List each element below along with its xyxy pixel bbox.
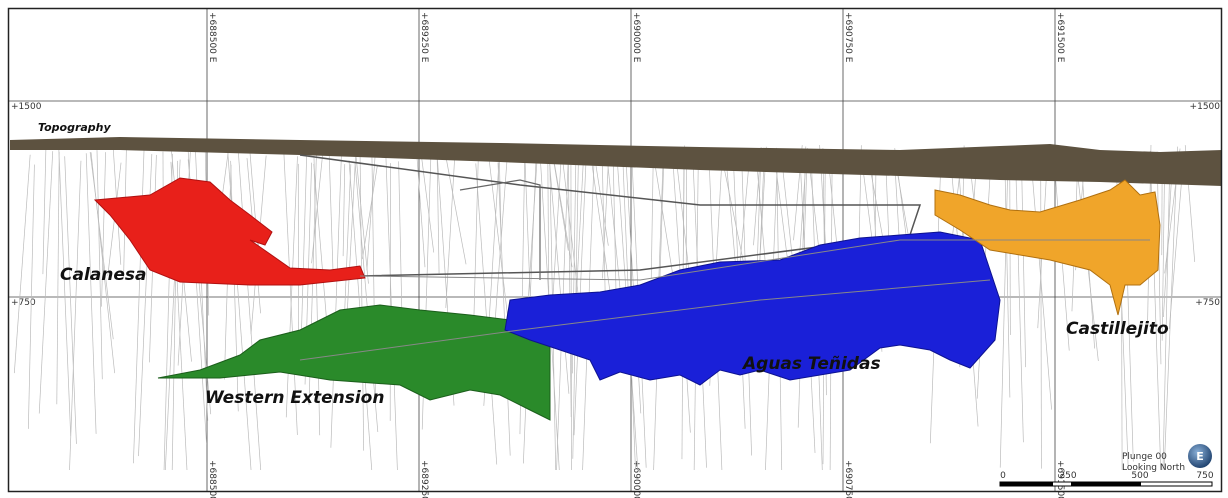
scale-label: 750 [1196, 471, 1213, 481]
easting-label: +690750 E [843, 12, 853, 63]
easting-label: +688500 E [207, 460, 217, 498]
scale-label: 0 [1000, 471, 1006, 481]
scale-segment [1000, 482, 1053, 486]
topography-label: Topography [38, 121, 112, 134]
easting-label: +691500 E [1055, 12, 1065, 63]
elevation-label: +750 [1195, 298, 1220, 308]
compass-label: E [1196, 450, 1204, 463]
scale-segment [1071, 482, 1141, 486]
elevation-label: +1500 [11, 102, 42, 112]
easting-label: +688500 E [207, 12, 217, 63]
easting-label: +689250 E [419, 12, 429, 63]
scale-label: 250 [1059, 471, 1076, 481]
castillejito-label: Castillejito [1066, 319, 1169, 339]
scale-label: 500 [1131, 471, 1148, 481]
calanesa-label: Calanesa [60, 265, 146, 285]
elevation-label: +750 [11, 298, 36, 308]
section-view: +688500 E +688500 E +689250 E +689250 E +690… [0, 0, 1228, 498]
easting-label: +690750 E [843, 460, 853, 498]
plunge-label: Plunge 00 [1122, 452, 1167, 462]
elevation-label: +1500 [1190, 102, 1221, 112]
easting-label: +690000 E [631, 12, 641, 63]
easting-label: +689250 E [419, 460, 429, 498]
aguas-tenidas-label: Aguas Teñidas [741, 354, 881, 374]
western-extension-label: Western Extension [205, 388, 384, 408]
easting-label: +690000 E [631, 460, 641, 498]
